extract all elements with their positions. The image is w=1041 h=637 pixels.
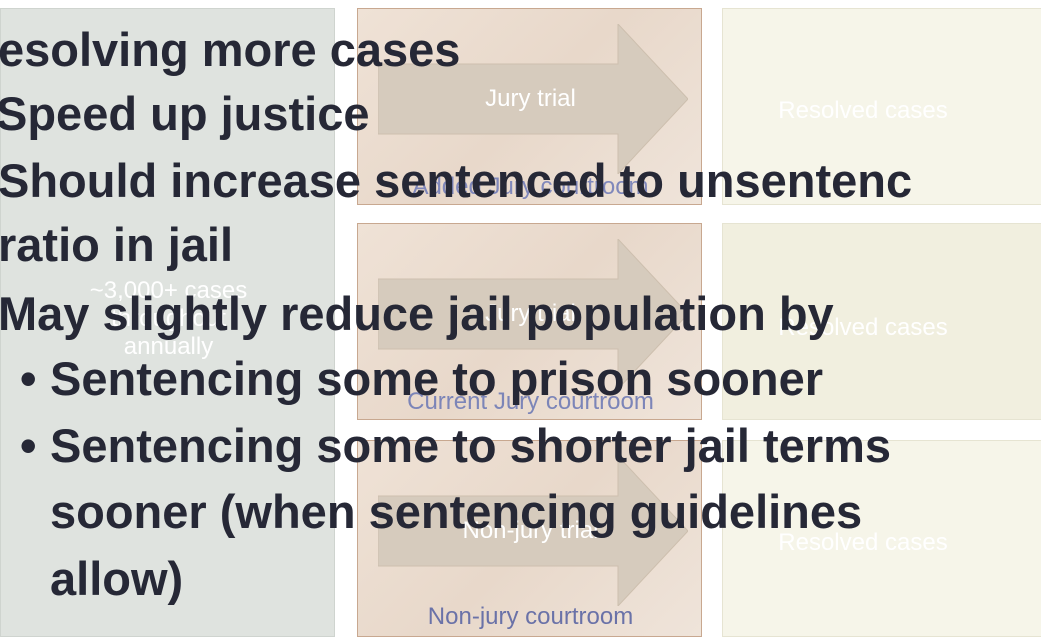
courtroom-label: Current Jury courtroom [407, 388, 654, 415]
result-label: Resolved cases [778, 314, 948, 341]
source-text: annually [123, 333, 214, 360]
result-box: Resolved cases [722, 8, 1041, 205]
bullet-line: May slightly reduce jail population by [0, 287, 834, 340]
sub-bullet-line: Sentencing some to shorter jail terms [50, 419, 891, 472]
courtroom-box: Jury trial Added Jury courtroom [357, 8, 702, 205]
arrow-label: Non-jury trial [462, 517, 599, 544]
sub-bullet-line: Sentencing some to prison sooner [50, 352, 823, 405]
result-box: Resolved cases [722, 223, 1041, 420]
bullet-line: ratio in jail [0, 218, 234, 271]
arrow [378, 239, 688, 389]
bullet-line: esolving more cases [0, 23, 461, 76]
courtroom-box: Jury trial Current Jury courtroom [357, 223, 702, 420]
sub-bullet-dot: • [20, 419, 37, 472]
result-label: Resolved cases [778, 97, 948, 124]
sub-bullet-line: sooner (when sentencing guidelines [50, 485, 863, 538]
arrow-label: Jury trial [485, 85, 576, 112]
bullet-line: Should increase sentenced to unsentenc [0, 154, 913, 207]
courtroom-label: Added Jury courtroom [412, 173, 649, 200]
result-box: Resolved cases [722, 440, 1041, 637]
result-label: Resolved cases [778, 529, 948, 556]
source-text: throughout [111, 305, 226, 332]
source-text: ~3,000+ cases [89, 277, 248, 304]
courtroom-box: Non-jury trial Non-jury courtroom [357, 440, 702, 637]
arrow [378, 456, 688, 606]
arrow [378, 24, 688, 174]
sub-bullet-dot: • [20, 352, 37, 405]
sub-bullet-line: allow) [50, 552, 184, 605]
bullet-line: Speed up justice [0, 87, 370, 140]
source-box: ~3,000+ cases throughout annually [0, 8, 335, 637]
arrow-label: Jury trial [485, 300, 576, 327]
courtroom-label: Non-jury courtroom [427, 603, 634, 630]
